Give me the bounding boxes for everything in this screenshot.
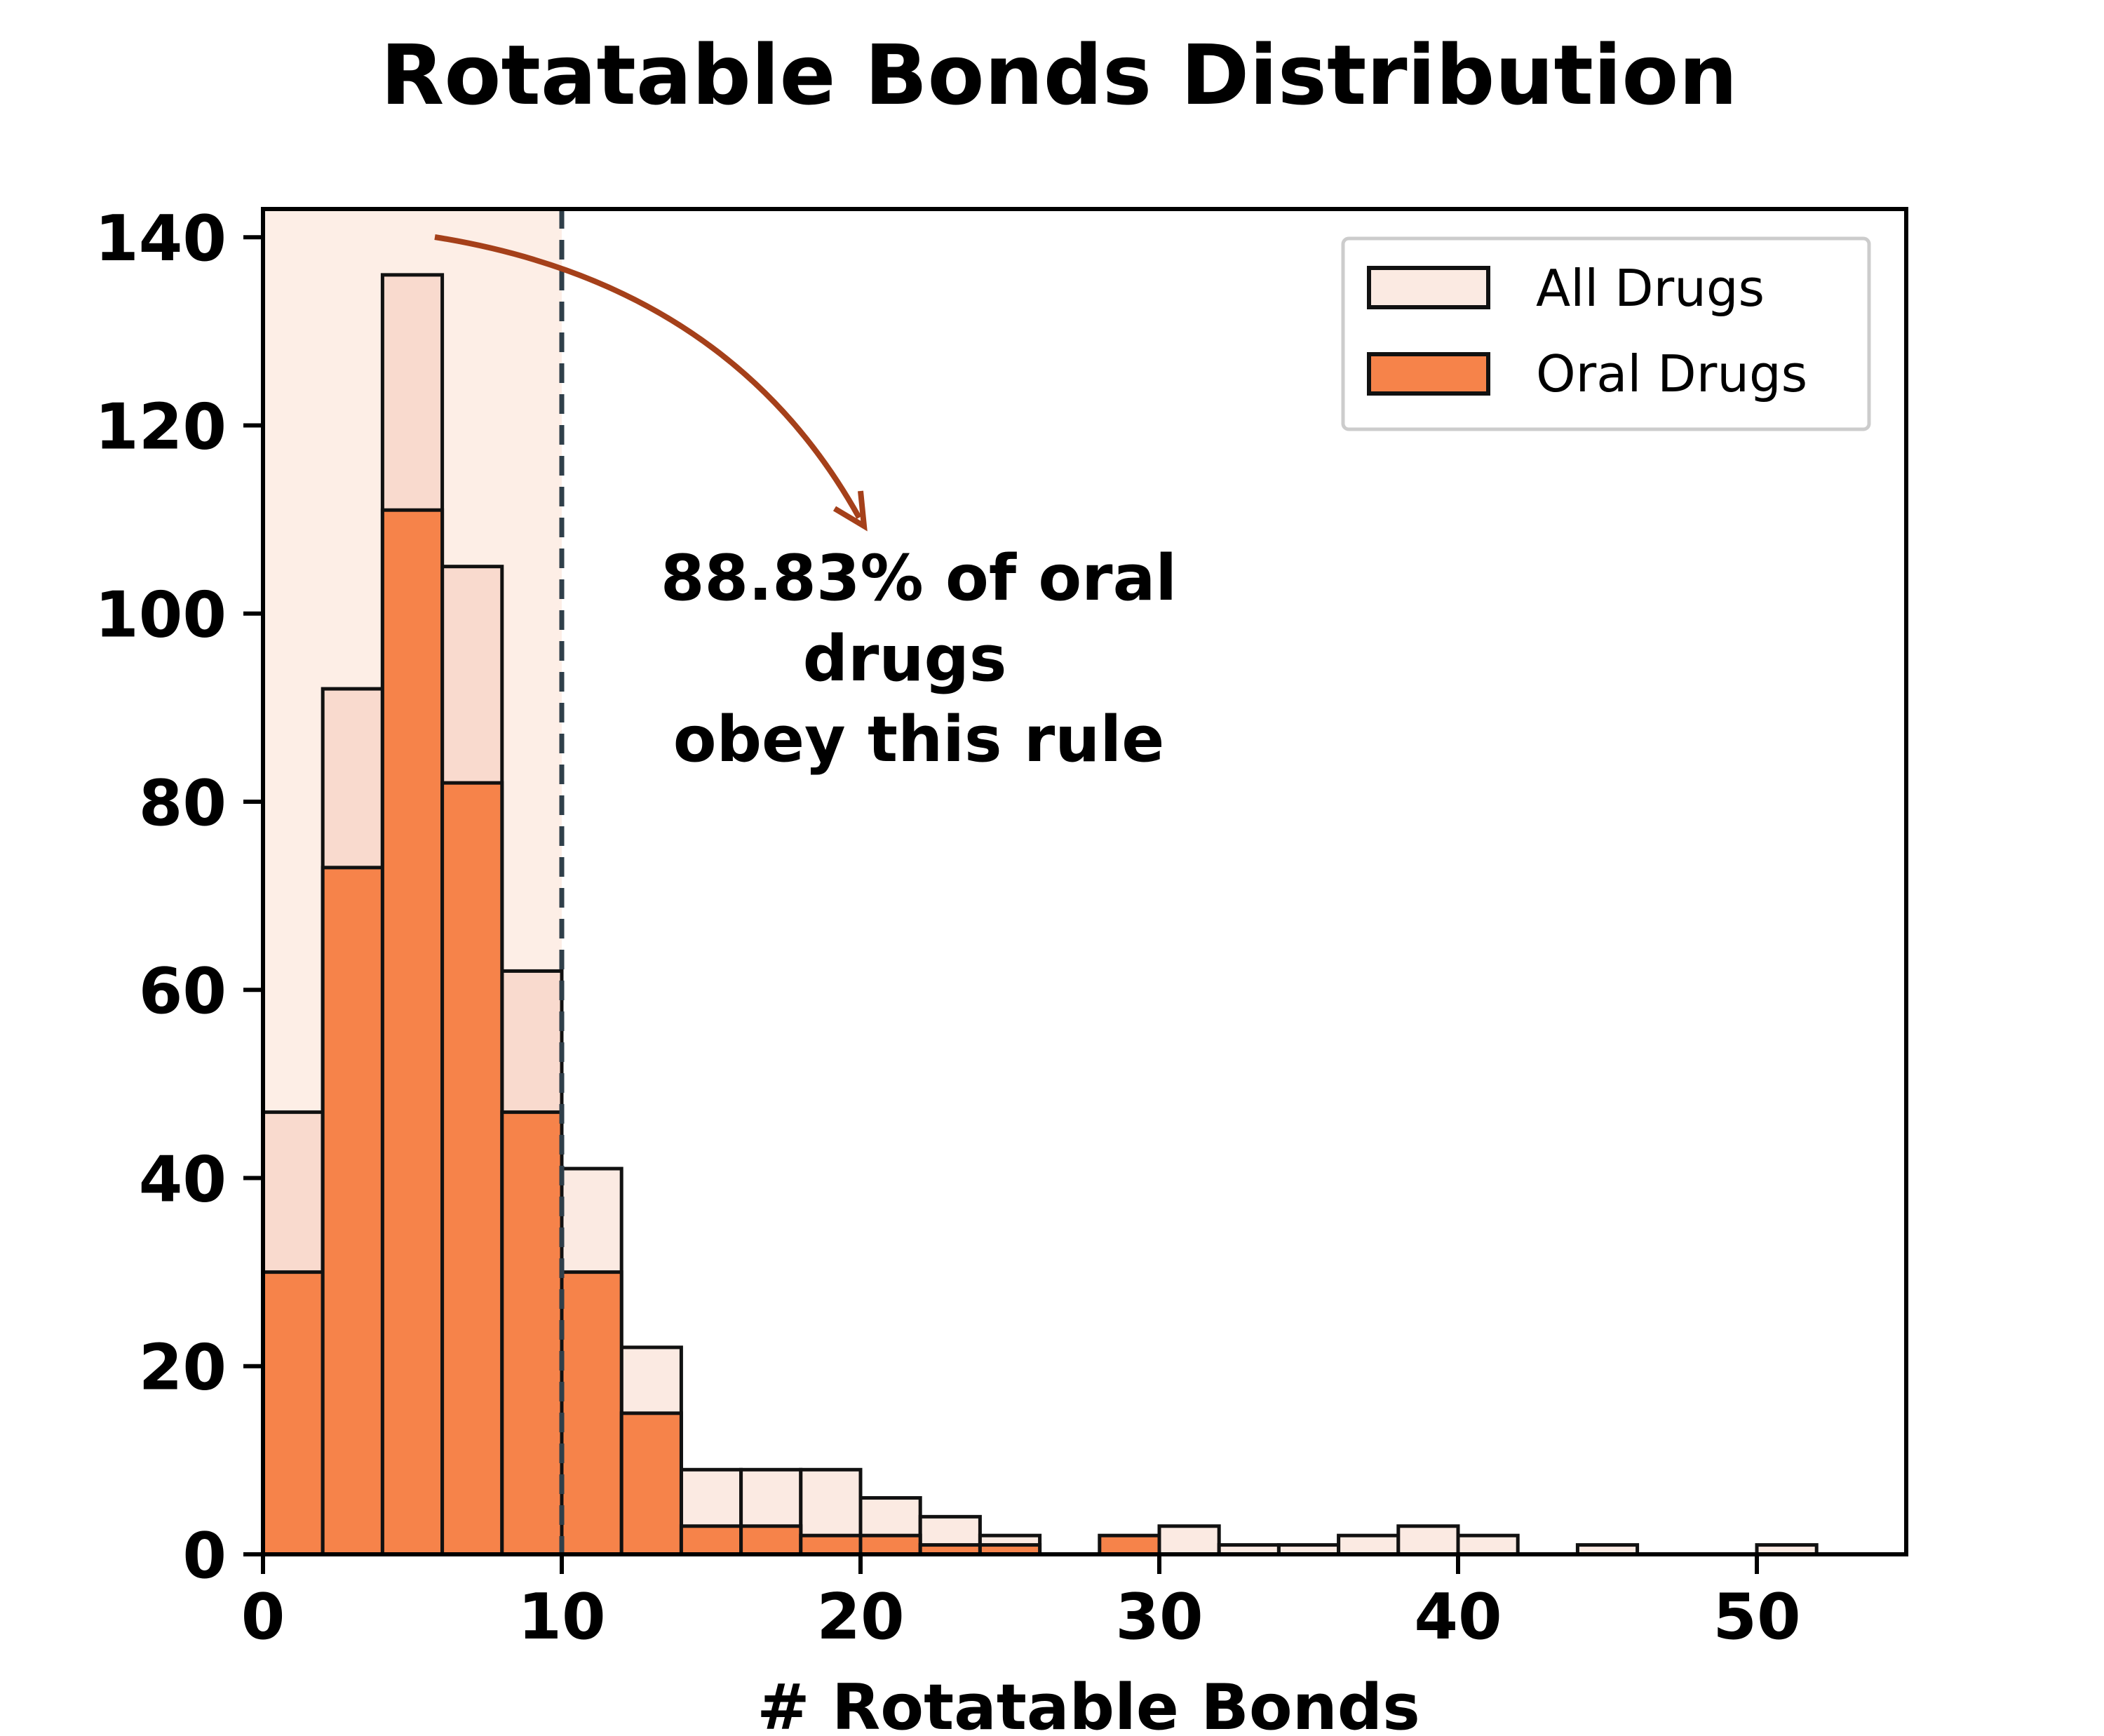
all-drugs-bar	[1337, 1533, 1401, 1556]
oral-drugs-bar	[619, 1411, 683, 1556]
x-tick-label: 10	[518, 1580, 605, 1654]
oral-drugs-bars	[261, 508, 1161, 1556]
x-tick-label: 50	[1713, 1580, 1800, 1654]
annotation-line-2: drugs	[803, 622, 1007, 696]
all-drugs-bar	[1157, 1524, 1221, 1556]
oral-drugs-bar	[679, 1524, 743, 1556]
y-axis-ticks: 0 20 40 60 80 100 120 140	[95, 202, 263, 1593]
legend-label-oral-drugs: Oral Drugs	[1536, 344, 1807, 403]
chart-title: Rotatable Bonds Distribution	[381, 27, 1738, 123]
annotation-line-1: 88.83% of oral	[661, 541, 1177, 615]
annotation-arrowhead	[832, 490, 868, 532]
y-tick-label: 80	[139, 767, 227, 840]
oral-drugs-bar	[261, 1270, 325, 1556]
x-tick-label: 20	[816, 1580, 904, 1654]
plot-frame	[261, 207, 1908, 1556]
y-tick-label: 20	[139, 1331, 227, 1405]
all-drugs-bar	[1396, 1524, 1460, 1556]
all-drugs-bar	[1456, 1533, 1520, 1556]
y-tick-label: 100	[95, 579, 227, 652]
x-tick-label: 30	[1115, 1580, 1203, 1654]
x-tick-label: 40	[1414, 1580, 1502, 1654]
y-tick-label: 60	[139, 955, 227, 1028]
oral-drugs-bar	[1098, 1533, 1161, 1556]
x-tick-label: 0	[241, 1580, 285, 1654]
oral-drugs-bar	[560, 1270, 623, 1556]
y-tick-label: 140	[95, 202, 227, 276]
legend-swatch-oral-drugs	[1367, 352, 1490, 396]
oral-drugs-bar	[321, 866, 384, 1556]
oral-drugs-bar	[858, 1533, 922, 1556]
legend-label-all-drugs: All Drugs	[1536, 259, 1765, 318]
y-tick-label: 40	[139, 1143, 227, 1216]
x-axis-label: # Rotatable Bonds	[757, 1671, 1420, 1736]
y-tick-label: 0	[182, 1519, 227, 1593]
x-axis-ticks: 0 10 20 30 40 50	[241, 1554, 1801, 1654]
y-tick-label: 120	[95, 390, 227, 464]
legend: All Drugs Oral Drugs	[1341, 236, 1871, 431]
legend-swatch-all-drugs	[1367, 266, 1490, 309]
annotation-line-3: obey this rule	[673, 703, 1165, 776]
annotation-arrow	[434, 234, 862, 519]
oral-drugs-bar	[380, 508, 445, 1556]
oral-drugs-bar	[739, 1524, 803, 1556]
oral-drugs-bar	[440, 781, 504, 1556]
oral-drugs-bar	[500, 1110, 564, 1556]
oral-drugs-bar	[799, 1533, 863, 1556]
